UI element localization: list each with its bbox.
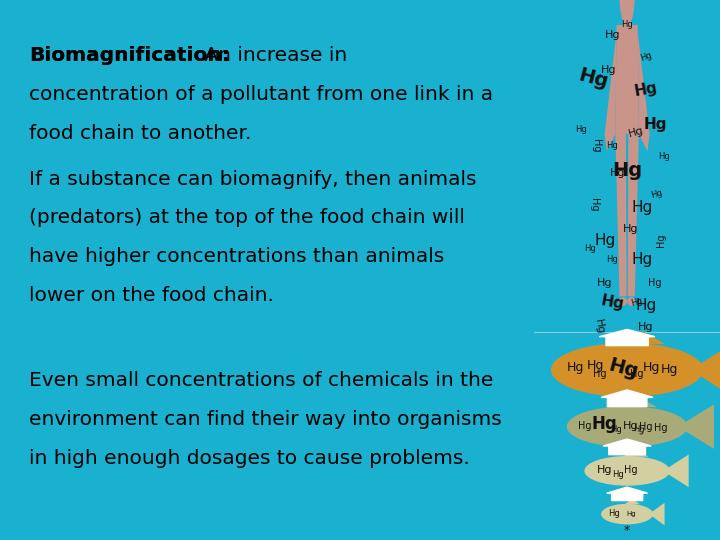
Polygon shape [603, 439, 652, 455]
Text: Hg: Hg [633, 80, 659, 98]
Text: Hg: Hg [654, 423, 667, 433]
Text: Hg: Hg [590, 139, 600, 152]
Text: Hg: Hg [577, 65, 611, 91]
Polygon shape [619, 331, 665, 344]
Text: Hg: Hg [606, 255, 618, 264]
Text: Hg: Hg [628, 125, 645, 139]
Text: in high enough dosages to cause problems.: in high enough dosages to cause problems… [30, 449, 470, 468]
Ellipse shape [585, 456, 670, 486]
Text: Hg: Hg [587, 359, 604, 372]
Text: Hg: Hg [626, 511, 636, 517]
Text: Hg: Hg [599, 293, 625, 312]
Text: *: * [624, 524, 630, 537]
Polygon shape [607, 487, 647, 501]
Text: Hg: Hg [631, 252, 652, 267]
Text: environment can find their way into organisms: environment can find their way into orga… [30, 410, 502, 429]
Text: Hg: Hg [639, 422, 652, 431]
Text: Hg: Hg [584, 244, 596, 253]
Ellipse shape [567, 407, 688, 447]
Polygon shape [691, 340, 720, 400]
Text: Hg: Hg [575, 125, 587, 134]
Polygon shape [624, 500, 640, 504]
Text: Hg: Hg [610, 426, 622, 434]
Text: Hg: Hg [593, 318, 606, 335]
Text: Hg: Hg [639, 50, 653, 63]
Polygon shape [678, 404, 714, 449]
Ellipse shape [551, 343, 703, 397]
Polygon shape [623, 449, 649, 457]
Text: Hg: Hg [612, 160, 642, 180]
Text: have higher concentrations than animals: have higher concentrations than animals [30, 247, 445, 266]
Text: Biomagnification:: Biomagnification: [30, 46, 230, 65]
Polygon shape [601, 390, 653, 407]
Text: Hg: Hg [606, 355, 640, 381]
Text: An increase in: An increase in [198, 46, 347, 65]
Polygon shape [623, 20, 631, 25]
Text: Hg: Hg [589, 198, 599, 212]
Ellipse shape [627, 297, 635, 306]
Polygon shape [663, 455, 688, 487]
Text: Hg: Hg [594, 233, 616, 248]
Ellipse shape [620, 0, 634, 25]
Text: Hg: Hg [661, 363, 678, 376]
Polygon shape [599, 329, 655, 346]
Text: Hg: Hg [629, 296, 643, 308]
Text: Hg: Hg [624, 465, 638, 475]
Text: Hg: Hg [567, 361, 584, 374]
Text: lower on the food chain.: lower on the food chain. [30, 286, 274, 305]
Polygon shape [616, 134, 626, 296]
Polygon shape [635, 25, 649, 151]
Ellipse shape [601, 504, 653, 524]
Polygon shape [649, 503, 665, 525]
Text: Even small concentrations of chemicals in the: Even small concentrations of chemicals i… [30, 371, 494, 390]
Text: food chain to another.: food chain to another. [30, 124, 252, 143]
Text: (predators) at the top of the food chain will: (predators) at the top of the food chain… [30, 208, 465, 227]
Text: Hg: Hg [605, 30, 620, 40]
Text: Hg: Hg [612, 470, 624, 478]
Text: Hg: Hg [658, 152, 670, 161]
Polygon shape [628, 134, 639, 296]
Text: Biomagnification:: Biomagnification: [30, 46, 230, 65]
Text: Hg: Hg [638, 322, 654, 332]
Text: concentration of a pollutant from one link in a: concentration of a pollutant from one li… [30, 85, 493, 104]
Text: Hg: Hg [621, 20, 633, 29]
Text: Hg: Hg [597, 465, 613, 475]
Text: Hg: Hg [643, 117, 667, 132]
Text: Hg: Hg [623, 225, 639, 234]
Text: Hg: Hg [592, 415, 618, 434]
Text: Hg: Hg [650, 188, 664, 200]
Text: Hg: Hg [577, 421, 591, 430]
Text: Hg: Hg [630, 369, 643, 379]
Text: Hg: Hg [631, 424, 645, 435]
Text: Hg: Hg [608, 509, 620, 517]
Text: Hg: Hg [593, 369, 606, 379]
Text: Hg: Hg [606, 141, 618, 150]
Text: Hg: Hg [655, 233, 665, 247]
Text: Hg: Hg [642, 361, 660, 374]
Polygon shape [605, 25, 619, 151]
Ellipse shape [619, 297, 627, 306]
Text: If a substance can biomagnify, then animals: If a substance can biomagnify, then anim… [30, 170, 477, 188]
Polygon shape [616, 25, 639, 134]
Text: Hg: Hg [610, 168, 626, 178]
Text: Hg: Hg [635, 298, 657, 313]
Text: Hg: Hg [648, 279, 662, 288]
Text: Hg: Hg [623, 421, 639, 430]
Text: Hg: Hg [631, 200, 652, 215]
Polygon shape [621, 397, 657, 407]
Text: Hg: Hg [597, 279, 613, 288]
Text: Hg: Hg [600, 65, 616, 75]
